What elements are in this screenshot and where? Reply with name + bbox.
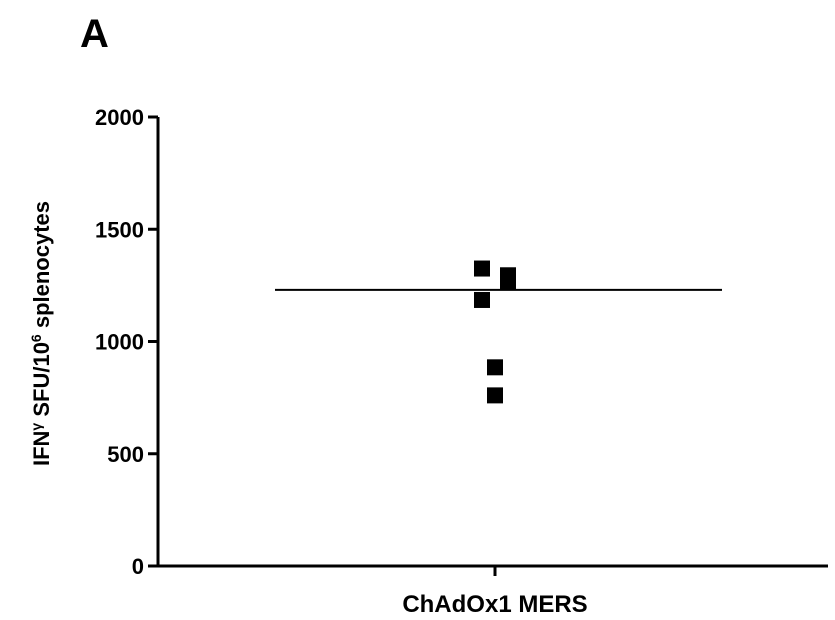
data-point-2 <box>500 274 516 291</box>
data-point-3 <box>474 291 490 308</box>
x-tick-labels: ChAdOx1 MERS <box>402 591 587 618</box>
panel-label: A <box>80 12 109 56</box>
y-axis-title-gamma: γ <box>28 423 44 431</box>
axes <box>156 117 828 568</box>
y-axis-title-tail: splenocytes <box>29 201 54 334</box>
data-points <box>474 260 516 404</box>
y-axis-title-main: IFN <box>29 431 54 466</box>
x-tick-label-0: ChAdOx1 MERS <box>402 591 587 618</box>
y-tick-label-1500: 1500 <box>95 217 144 242</box>
y-tick-label-1000: 1000 <box>95 330 144 355</box>
y-tick-label-2000: 2000 <box>95 105 144 130</box>
y-ticks <box>148 115 158 568</box>
data-point-0 <box>474 260 490 277</box>
y-axis-title-mid: SFU/10 <box>29 342 54 423</box>
y-tick-label-0: 0 <box>132 554 144 579</box>
data-point-4 <box>487 359 503 376</box>
y-tick-labels: 0 500 1000 1500 2000 <box>95 105 144 579</box>
y-tick-label-500: 500 <box>107 442 144 467</box>
data-point-5 <box>487 387 503 404</box>
y-axis-title: IFNγ SFU/106 splenocytes <box>28 201 54 466</box>
y-axis-title-sup: 6 <box>28 334 44 342</box>
